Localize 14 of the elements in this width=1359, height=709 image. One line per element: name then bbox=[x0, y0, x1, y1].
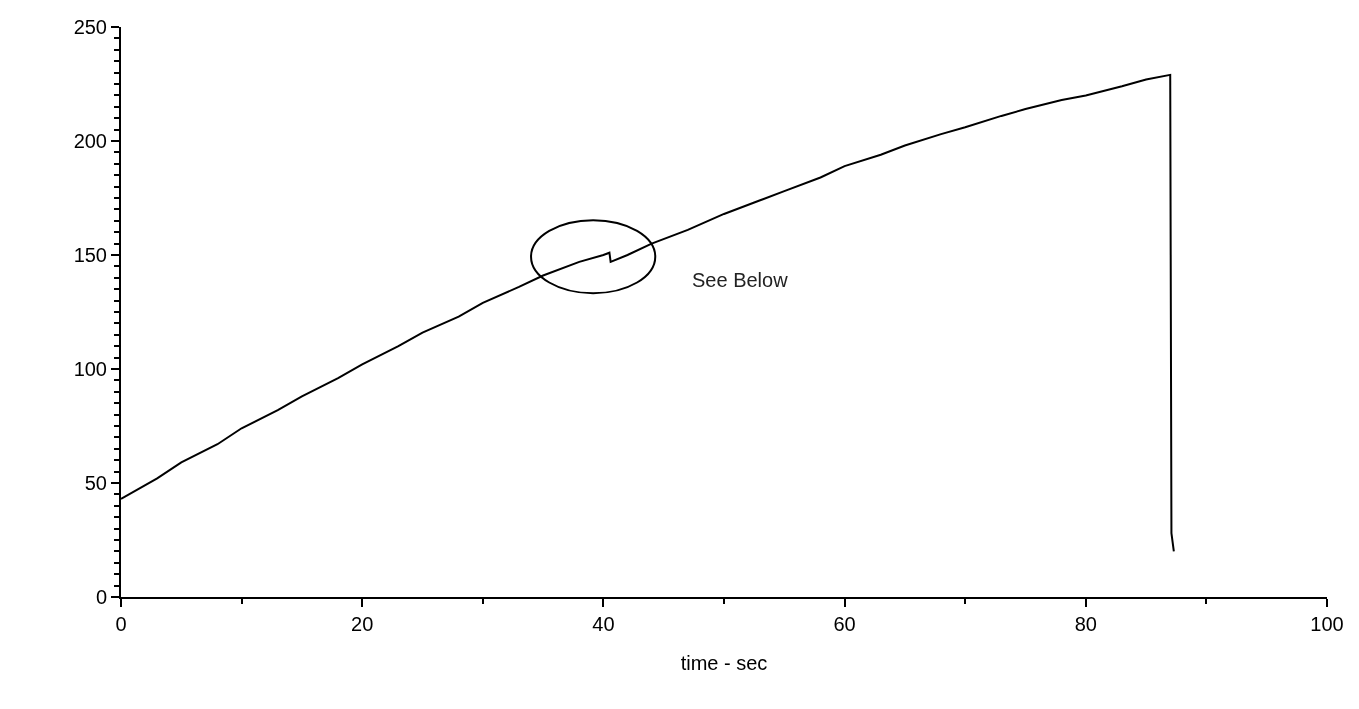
y-tick-label: 50 bbox=[84, 472, 107, 494]
x-tick-label: 100 bbox=[1310, 613, 1344, 635]
x-tick-label: 20 bbox=[351, 613, 374, 635]
y-tick-label: 200 bbox=[73, 130, 107, 152]
y-tick-label: 250 bbox=[73, 16, 107, 38]
y-tick-label: 0 bbox=[95, 586, 107, 608]
x-tick-label: 60 bbox=[833, 613, 856, 635]
y-tick-label: 100 bbox=[73, 358, 107, 380]
annotation: See Below bbox=[692, 269, 789, 291]
x-axis-title: time - sec bbox=[680, 652, 768, 674]
x-tick-label: 40 bbox=[592, 613, 615, 635]
y-tick-label: 150 bbox=[73, 244, 107, 266]
x-tick-label: 0 bbox=[115, 613, 127, 635]
x-tick-label: 80 bbox=[1074, 613, 1097, 635]
